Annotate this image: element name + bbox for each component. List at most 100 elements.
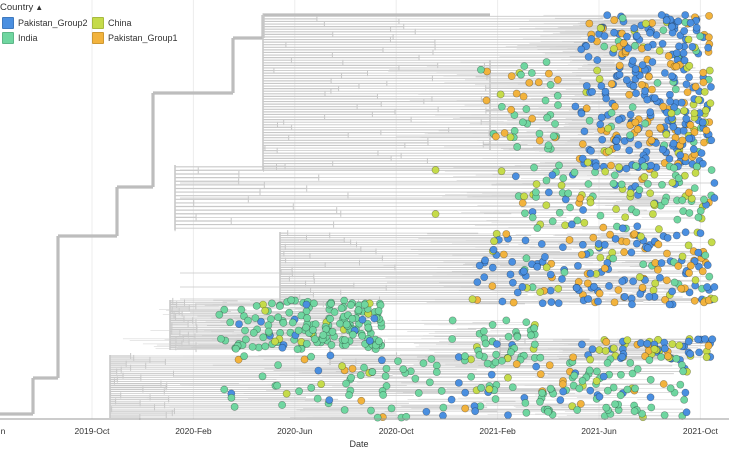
tip-point[interactable] — [504, 373, 512, 382]
tip-point[interactable] — [461, 404, 470, 413]
tip-point[interactable] — [506, 348, 515, 357]
tip-point[interactable] — [317, 380, 326, 389]
tip-point[interactable] — [354, 306, 363, 315]
tip-point[interactable] — [638, 283, 647, 292]
tip-point[interactable] — [448, 335, 457, 343]
tip-point[interactable] — [675, 42, 683, 51]
tip-point[interactable] — [326, 351, 335, 360]
tip-point[interactable] — [492, 340, 501, 348]
tip-point[interactable] — [641, 119, 650, 128]
tip-point[interactable] — [611, 400, 619, 409]
tip-point[interactable] — [587, 35, 596, 43]
tip-point[interactable] — [519, 267, 528, 276]
tip-point[interactable] — [708, 335, 717, 344]
tip-point[interactable] — [623, 385, 632, 394]
tip-point[interactable] — [419, 359, 428, 368]
tip-point[interactable] — [649, 286, 658, 295]
tip-point[interactable] — [633, 222, 642, 231]
tip-point[interactable] — [658, 180, 666, 189]
tip-point[interactable] — [666, 90, 674, 99]
tip-point[interactable] — [510, 111, 519, 120]
tip-point[interactable] — [534, 78, 543, 87]
tip-point[interactable] — [603, 386, 612, 395]
tip-point[interactable] — [669, 139, 678, 148]
tip-point[interactable] — [588, 345, 597, 354]
tip-point[interactable] — [588, 87, 597, 96]
tip-point[interactable] — [658, 145, 667, 154]
tip-point[interactable] — [477, 383, 486, 392]
tip-point[interactable] — [414, 389, 423, 397]
tip-point[interactable] — [660, 344, 669, 353]
tip-point[interactable] — [481, 339, 490, 348]
tip-point[interactable] — [617, 370, 625, 379]
tip-point[interactable] — [326, 314, 335, 323]
tip-point[interactable] — [623, 32, 631, 41]
tip-point[interactable] — [668, 340, 677, 349]
tip-point[interactable] — [596, 253, 605, 262]
tip-point[interactable] — [684, 337, 693, 346]
tip-point[interactable] — [647, 136, 656, 145]
tip-point[interactable] — [632, 208, 641, 217]
tip-point[interactable] — [615, 163, 623, 172]
tip-point[interactable] — [645, 129, 654, 138]
tip-point[interactable] — [506, 133, 515, 142]
tip-point[interactable] — [475, 261, 484, 270]
tip-point[interactable] — [630, 407, 639, 416]
tip-point[interactable] — [576, 194, 585, 203]
tip-point[interactable] — [548, 171, 557, 179]
tip-point[interactable] — [611, 234, 620, 243]
tip-point[interactable] — [610, 28, 618, 37]
tip-point[interactable] — [600, 32, 609, 40]
tip-point[interactable] — [655, 225, 663, 233]
tip-point[interactable] — [686, 19, 695, 27]
tip-point[interactable] — [566, 203, 574, 212]
tip-point[interactable] — [377, 356, 386, 365]
tip-point[interactable] — [542, 176, 551, 185]
tip-point[interactable] — [530, 340, 539, 349]
tip-point[interactable] — [607, 161, 615, 170]
tip-point[interactable] — [694, 335, 702, 344]
tip-point[interactable] — [471, 407, 480, 416]
tip-point[interactable] — [593, 367, 601, 376]
tip-point[interactable] — [220, 305, 229, 314]
tip-point[interactable] — [507, 72, 516, 81]
tip-point[interactable] — [638, 61, 647, 69]
tip-point[interactable] — [330, 308, 339, 317]
tip-point[interactable] — [686, 349, 695, 358]
tip-point[interactable] — [672, 62, 681, 71]
tip-point[interactable] — [635, 185, 644, 194]
tip-point[interactable] — [527, 331, 535, 340]
tip-point[interactable] — [691, 82, 700, 91]
tip-point[interactable] — [348, 330, 357, 339]
tip-point[interactable] — [294, 326, 303, 335]
tip-point[interactable] — [685, 73, 693, 82]
tip-point[interactable] — [279, 318, 288, 327]
tip-point[interactable] — [618, 352, 627, 361]
tip-point[interactable] — [278, 343, 287, 352]
tip-point[interactable] — [672, 231, 681, 240]
tip-point[interactable] — [683, 88, 692, 97]
tip-point[interactable] — [603, 359, 612, 367]
tip-point[interactable] — [625, 90, 634, 99]
tip-point[interactable] — [347, 373, 356, 382]
tip-point[interactable] — [653, 78, 662, 87]
tip-point[interactable] — [215, 310, 224, 319]
tip-point[interactable] — [629, 82, 638, 91]
tip-point[interactable] — [611, 102, 619, 111]
tip-point[interactable] — [664, 352, 672, 361]
tip-point[interactable] — [541, 96, 550, 105]
tip-point[interactable] — [607, 108, 616, 117]
tip-point[interactable] — [676, 151, 685, 160]
tip-point[interactable] — [645, 292, 654, 301]
tip-point[interactable] — [710, 179, 719, 187]
tip-point[interactable] — [668, 72, 676, 81]
tip-point[interactable] — [593, 56, 602, 65]
tip-point[interactable] — [574, 261, 582, 270]
tip-point[interactable] — [367, 406, 375, 415]
tip-point[interactable] — [679, 49, 688, 58]
tip-point[interactable] — [583, 158, 592, 167]
tip-point[interactable] — [394, 357, 402, 366]
tip-point[interactable] — [554, 101, 562, 110]
tip-point[interactable] — [675, 341, 684, 350]
tip-point[interactable] — [639, 260, 648, 269]
